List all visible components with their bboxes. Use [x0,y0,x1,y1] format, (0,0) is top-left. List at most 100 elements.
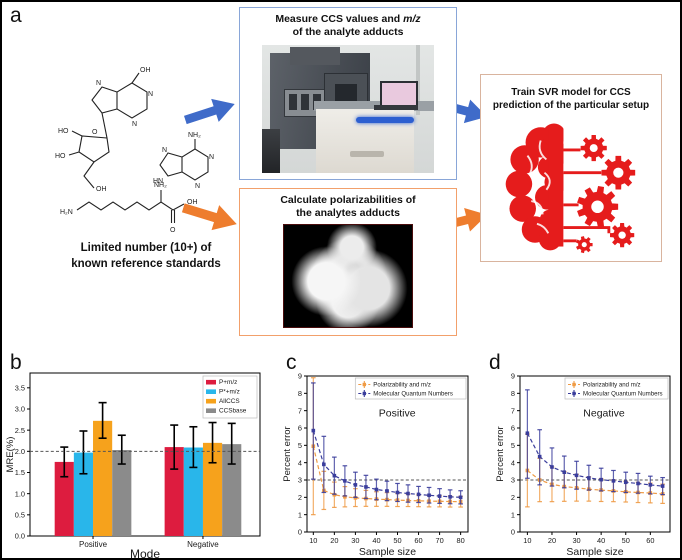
svg-text:Percent error: Percent error [283,426,293,481]
legend: Polarizability and m/z Molecular Quantum … [564,377,669,400]
atom-label: OH [140,67,151,74]
gears-graphic [576,135,636,254]
svg-text:6: 6 [298,424,302,433]
svg-text:0: 0 [511,528,515,537]
svg-text:50: 50 [393,536,401,545]
svg-text:0.5: 0.5 [15,510,25,519]
mass-spectrometer-photo [262,45,434,174]
svg-text:60: 60 [414,536,422,545]
svg-text:3.0: 3.0 [15,405,25,414]
svg-text:Negative: Negative [187,540,219,549]
svg-text:7: 7 [511,406,515,415]
circuit-wires [563,148,611,243]
svg-text:6: 6 [511,424,515,433]
svg-text:P*+m/z: P*+m/z [219,389,240,396]
svg-text:5: 5 [298,441,302,450]
svg-text:2.5: 2.5 [15,426,25,435]
measure-ccs-box: Measure CCS values and m/z of the analyt… [239,7,457,180]
svg-text:80: 80 [457,536,465,545]
svg-text:1: 1 [298,510,302,519]
atom-label: OH [187,199,198,206]
atom-label: N [132,121,137,128]
svg-text:70: 70 [435,536,443,545]
svg-text:0: 0 [298,528,302,537]
panel-c-label: c [286,351,297,374]
svg-text:AllCCS: AllCCS [219,398,240,405]
svg-text:Molecular Quantum Numbers: Molecular Quantum Numbers [583,391,663,398]
svg-text:3: 3 [511,476,515,485]
panel-b-bar-chart: 0.0 0.5 1.0 1.5 2.0 2.5 3.0 3.5 MRE(%) Positive Ne… [5,372,261,558]
svg-text:20: 20 [548,536,556,545]
panel-d-label: d [489,351,501,374]
svg-text:40: 40 [372,536,380,545]
brain-gears-icon [505,123,636,254]
svg-text:10: 10 [309,536,317,545]
laptop-base [374,105,418,111]
series-Molecular Quantum Numbers [525,389,665,496]
svg-text:2: 2 [298,493,302,502]
svg-text:5: 5 [511,441,515,450]
atom-label: O [92,129,98,136]
svg-text:60: 60 [646,536,654,545]
atom-label: N [209,154,214,161]
status-light [356,117,414,124]
series-Molecular Quantum Numbers [311,382,463,505]
svg-text:Sample size: Sample size [566,546,623,558]
svg-text:8: 8 [511,389,515,398]
legend: P+m/z P*+m/z AllCCS CCSbase [202,375,258,419]
svg-text:Sample size: Sample size [359,546,416,558]
bars [54,401,242,536]
atom-label: N [162,147,167,154]
panel-slot [301,94,309,111]
svg-text:Polarizability and m/z: Polarizability and m/z [373,382,431,389]
atom-label: HN [153,178,163,185]
svr-box-title: Train SVR model for CCS prediction of th… [492,87,650,111]
atom-label: NH₂ [154,182,167,189]
svg-text:3: 3 [298,476,302,485]
series-Polarizability and m/z [525,433,665,508]
atom-label: O [170,227,176,234]
svg-text:9: 9 [511,372,515,381]
polarizability-box: Calculate polarizabilities of the analyt… [239,188,457,336]
svg-text:50: 50 [622,536,630,545]
measure-box-title: Measure CCS values and m/z of the analyt… [275,13,421,39]
chemical-structures-graphic: OH N N N O HO HO OH NH₂ N N N HN NH₂ OH … [55,67,214,234]
atom-label: HO [55,153,66,160]
svg-text:4: 4 [298,458,302,467]
atom-label: OH [96,186,107,193]
atom-label: HO [58,128,69,135]
atom-label: N [96,80,101,87]
svg-text:20: 20 [330,536,338,545]
svg-text:9: 9 [298,372,302,381]
svg-text:P+m/z: P+m/z [219,379,237,386]
panel-a-label: a [10,4,22,27]
svg-text:Percent error: Percent error [495,426,506,481]
svg-text:30: 30 [572,536,580,545]
atom-label: N [195,183,200,190]
atom-label: NH₂ [188,132,201,139]
arrow-structures-to-polar [181,203,237,231]
white-cabinet [316,109,414,174]
svg-text:Mode: Mode [130,547,160,558]
svg-text:Negative: Negative [583,408,625,420]
instrument-top-unit [290,47,340,66]
svg-text:MRE(%): MRE(%) [5,437,16,473]
svg-text:Molecular Quantum Numbers: Molecular Quantum Numbers [373,391,453,398]
panel-slot [289,94,297,111]
svg-text:Positive: Positive [79,540,108,549]
svg-text:CCSbase: CCSbase [219,408,247,415]
svg-text:8: 8 [298,389,302,398]
panel-c-line-chart: 0 1 2 3 4 5 6 7 8 9 Percent error 10 20 30 40 50 60 70 80 S… [283,372,469,558]
svg-text:0.0: 0.0 [15,532,25,541]
svg-text:1.0: 1.0 [15,489,25,498]
svg-text:1.5: 1.5 [15,468,25,477]
svg-text:10: 10 [523,536,531,545]
atom-label: N [148,91,153,98]
svg-text:2.0: 2.0 [15,447,25,456]
module-screen [335,84,357,103]
reference-standards-caption: Limited number (10+) of known reference … [40,241,252,272]
brain-graphic [505,123,564,251]
panel-b-label: b [10,351,22,374]
wall-pipe [416,45,420,116]
